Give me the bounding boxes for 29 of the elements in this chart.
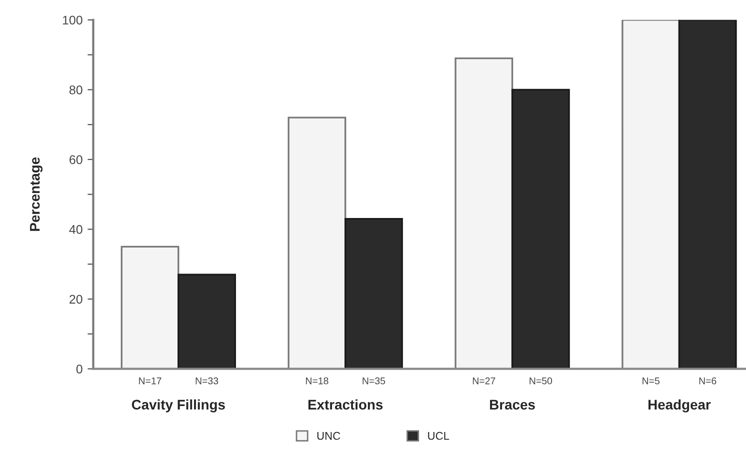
annotation: N=50 bbox=[530, 377, 552, 384]
annotation: N=5 bbox=[642, 378, 660, 384]
y-tick-label: 60 bbox=[70, 155, 82, 164]
y-tick-label: 0 bbox=[76, 364, 82, 374]
legend-label: UNC bbox=[317, 432, 340, 440]
x-tick-label: Cavity Fillings bbox=[132, 399, 225, 412]
annotation: N=35 bbox=[362, 377, 386, 384]
x-tick-label: Headgear bbox=[648, 399, 711, 412]
bar bbox=[288, 116, 346, 369]
bar bbox=[678, 20, 737, 369]
y-tick-label: 80 bbox=[69, 85, 82, 94]
bar bbox=[511, 88, 570, 369]
bar bbox=[178, 274, 236, 369]
y-tick-label: 40 bbox=[69, 225, 82, 234]
x-tick-label: Braces bbox=[490, 400, 535, 410]
y-tick-label: 20 bbox=[70, 294, 82, 304]
annotation: N=6 bbox=[699, 377, 716, 384]
bar bbox=[344, 218, 403, 369]
bar bbox=[454, 57, 514, 369]
annotation: N=33 bbox=[196, 377, 218, 384]
x-tick-label: Extractions bbox=[308, 399, 383, 410]
y-axis-title: Percentage bbox=[30, 157, 43, 231]
annotation: N=27 bbox=[472, 377, 496, 384]
legend-label: UCL bbox=[428, 432, 450, 440]
annotation: N=18 bbox=[306, 377, 328, 384]
annotation: N=17 bbox=[139, 378, 162, 384]
bar bbox=[120, 246, 180, 369]
y-tick-label: 100 bbox=[62, 16, 82, 25]
bar bbox=[622, 20, 680, 369]
